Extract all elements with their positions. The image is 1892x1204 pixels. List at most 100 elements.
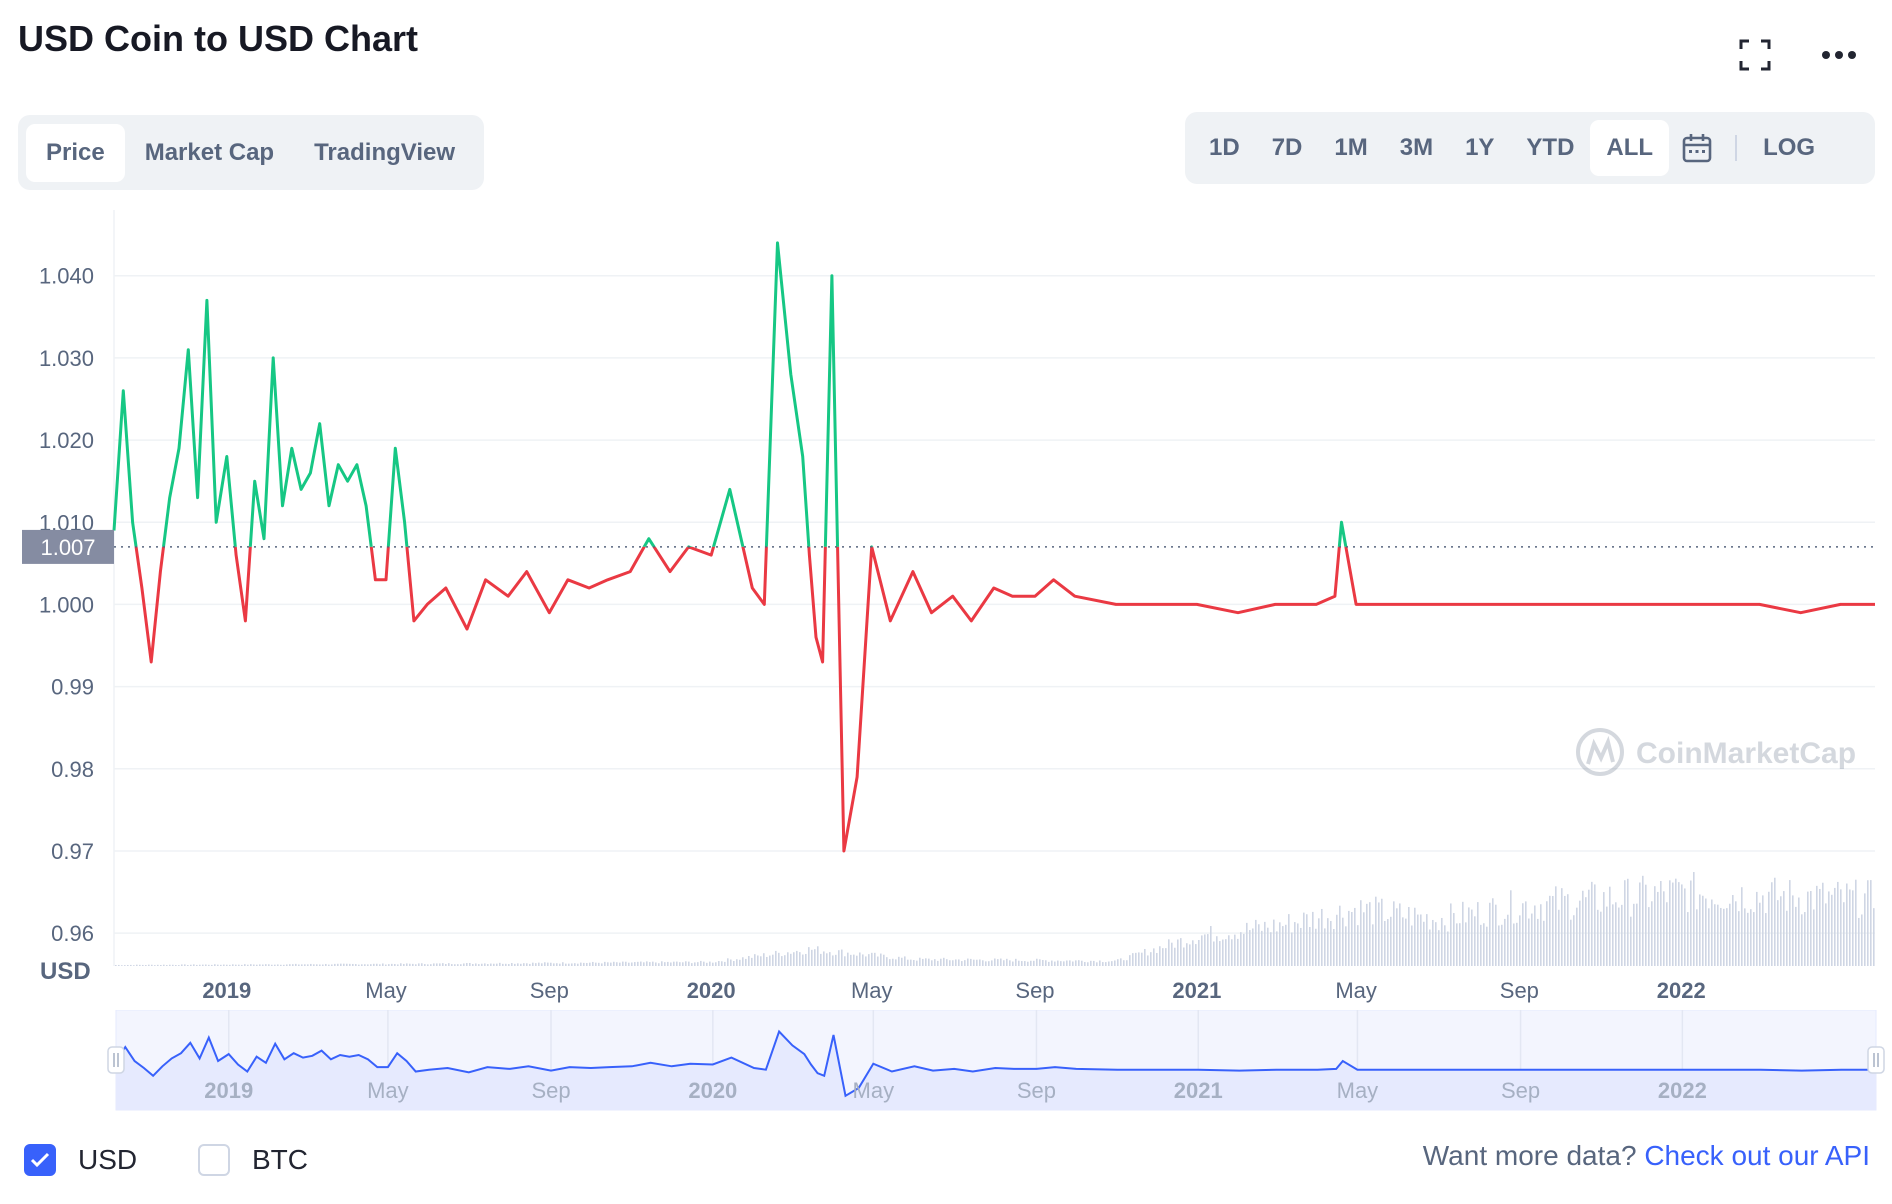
fullscreen-icon[interactable] (1730, 30, 1780, 80)
volume-bar (1204, 934, 1206, 966)
volume-bar (715, 962, 717, 966)
volume-bar (1765, 913, 1767, 966)
range-ytd-button[interactable]: YTD (1526, 134, 1575, 161)
more-options-icon[interactable] (1814, 30, 1864, 80)
volume-bar (814, 949, 816, 966)
range-1d-button[interactable]: 1D (1209, 134, 1240, 161)
volume-bar (952, 960, 954, 966)
range-1y-button[interactable]: 1Y (1465, 134, 1495, 161)
usd-checkbox[interactable] (24, 1144, 56, 1176)
btc-checkbox[interactable] (198, 1144, 230, 1176)
tab-market-cap[interactable]: Market Cap (144, 138, 275, 166)
volume-bar (1012, 961, 1014, 966)
price-point (1012, 595, 1014, 597)
volume-bar (712, 962, 714, 966)
volume-bar (1024, 961, 1026, 966)
volume-bar (535, 963, 537, 966)
volume-bar (757, 955, 759, 966)
range-all-button[interactable]: ALL (1590, 120, 1670, 176)
price-point (648, 538, 650, 540)
volume-bar (877, 956, 879, 966)
volume-bar (805, 953, 807, 966)
volume-bar (1270, 932, 1272, 966)
log-scale-button[interactable]: LOG (1763, 134, 1816, 161)
volume-bar (1291, 932, 1293, 966)
watermark-circle (1576, 728, 1624, 776)
price-chart[interactable]: 0.960.970.980.991.0001.0101.0201.0301.04… (0, 210, 1892, 1010)
range-7d-button[interactable]: 7D (1271, 134, 1303, 161)
coinmarketcap-logo: CoinMarketCap (1576, 728, 1856, 776)
volume-bar (1858, 917, 1860, 966)
volume-bar (844, 956, 846, 966)
volume-bar (733, 961, 735, 966)
volume-bars (115, 872, 1875, 966)
volume-bar (1447, 931, 1449, 966)
x-tick-label: Sep (530, 978, 569, 1003)
volume-bar (1357, 925, 1359, 966)
volume-bar (1333, 929, 1335, 966)
volume-bar (1321, 908, 1323, 966)
api-link[interactable]: Check out our API (1644, 1140, 1870, 1171)
price-point (1341, 521, 1343, 523)
volume-bar (916, 960, 918, 966)
volume-bar (892, 958, 894, 966)
volume-bar (1519, 915, 1521, 966)
volume-bar (199, 964, 201, 966)
volume-bar (259, 964, 261, 966)
volume-bar (1336, 914, 1338, 966)
price-point (815, 637, 817, 639)
tab-price[interactable]: Price (26, 123, 125, 182)
navigator-chart[interactable]: 2019 May Sep 2020 May Sep 2021 May Sep 2022 (0, 1010, 1892, 1122)
volume-bar (1579, 900, 1581, 966)
volume-bar (937, 960, 939, 966)
volume-bar (1000, 958, 1002, 966)
range-1m-button[interactable]: 1M (1334, 134, 1368, 161)
volume-bar (994, 958, 996, 966)
tab-tradingview[interactable]: TradingView (314, 138, 456, 166)
volume-bar (1255, 919, 1257, 966)
volume-bar (334, 963, 336, 966)
legend-usd[interactable]: USD (24, 1142, 137, 1178)
volume-bar (1522, 903, 1524, 966)
price-point (1196, 604, 1198, 606)
volume-bar (1210, 926, 1212, 966)
volume-bar (157, 964, 159, 966)
navigator-handle-right[interactable] (1867, 1046, 1885, 1074)
volume-bar (652, 961, 654, 966)
navigator-handle-left[interactable] (107, 1046, 125, 1074)
volume-bar (598, 962, 600, 966)
volume-bar (484, 963, 486, 966)
volume-bar (826, 953, 828, 966)
legend-btc[interactable]: BTC (198, 1142, 308, 1178)
volume-bar (625, 961, 627, 966)
price-point (141, 587, 143, 589)
volume-bar (925, 958, 927, 966)
volume-bar (586, 962, 588, 966)
volume-bar (1804, 912, 1806, 966)
y-tick-label: 1.020 (39, 428, 94, 453)
volume-bar (880, 953, 882, 966)
volume-bar (949, 960, 951, 966)
volume-bar (1240, 932, 1242, 966)
range-3m-button[interactable]: 3M (1399, 134, 1434, 161)
volume-bar (643, 962, 645, 966)
volume-bar (1690, 880, 1692, 966)
volume-bar (439, 963, 441, 966)
volume-bar (1195, 944, 1197, 966)
volume-bar (250, 964, 252, 966)
volume-bar (1243, 933, 1245, 966)
volume-bar (1312, 911, 1314, 966)
navigator-tick-label: Sep (531, 1078, 570, 1103)
volume-bar (1318, 918, 1320, 966)
volume-bar (1072, 961, 1074, 966)
volume-bar (679, 962, 681, 966)
volume-bar (808, 947, 810, 966)
volume-bar (1384, 920, 1386, 966)
volume-bar (1135, 952, 1137, 966)
volume-bar (628, 962, 630, 966)
volume-bar (511, 963, 513, 966)
watermark-mark (1586, 735, 1615, 765)
calendar-icon[interactable] (1669, 120, 1725, 176)
volume-bar (1285, 924, 1287, 966)
volume-bar (1393, 901, 1395, 966)
